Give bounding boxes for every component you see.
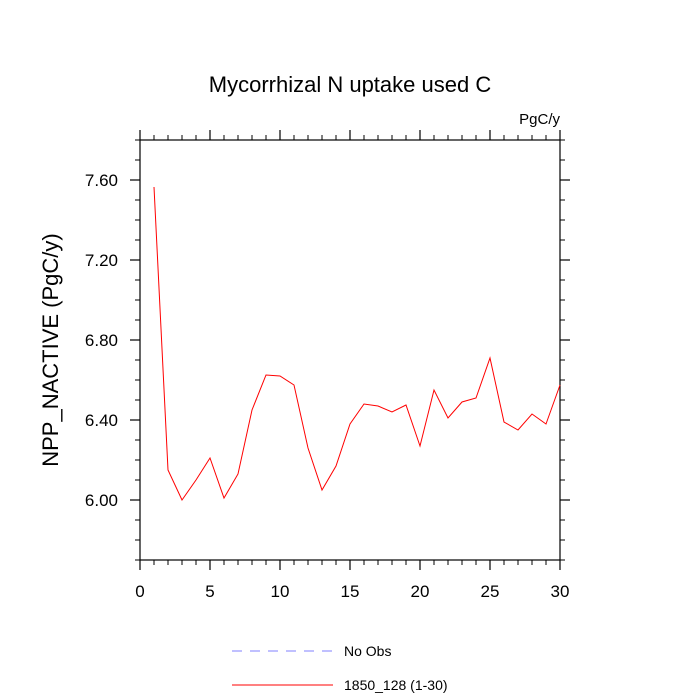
y-tick-label: 6.00 [85,491,118,510]
y-tick-label: 7.20 [85,251,118,270]
units-label: PgC/y [519,111,560,128]
legend-label: 1850_128 (1-30) [344,677,448,693]
x-tick-label: 10 [271,582,290,601]
legend-label: No Obs [344,643,391,659]
x-tick-label: 0 [135,582,144,601]
y-tick-label: 6.80 [85,331,118,350]
x-tick-label: 25 [481,582,500,601]
chart-title: Mycorrhizal N uptake used C [209,72,492,97]
x-tick-label: 20 [411,582,430,601]
axis-ticks [130,130,570,570]
y-tick-label: 6.40 [85,411,118,430]
series-layer [153,186,561,501]
x-tick-label: 30 [551,582,570,601]
axis-tick-labels: 0 5 10 15 20 25 30 6.00 6.40 6.80 7.20 7.60 [85,171,570,601]
plot-frame [139,139,561,561]
y-axis-label: NPP_NACTIVE (PgC/y) [38,233,63,467]
y-tick-label: 7.60 [85,171,118,190]
legend: No Obs 1850_128 (1-30) [232,643,448,693]
series-line [153,186,561,501]
x-tick-label: 5 [205,582,214,601]
x-tick-label: 15 [341,582,360,601]
